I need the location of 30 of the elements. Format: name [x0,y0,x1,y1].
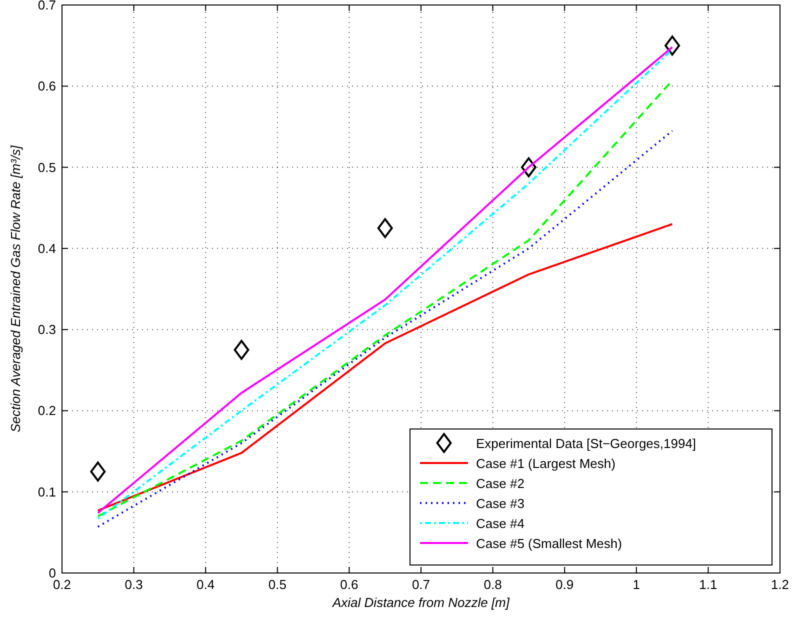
point [520,157,536,178]
y-axis-title: Section Averaged Entrained Gas Flow Rate [m³/s] [8,145,23,432]
x-tick-label: 0.6 [340,577,358,592]
legend-label: Experimental Data [St−Georges,1994] [476,436,696,451]
point [664,36,680,56]
y-tick-label: 0.1 [38,484,56,500]
x-tick-label: 0.7 [412,577,430,592]
y-tick-label: 0.2 [38,403,56,418]
legend-label: Case #1 (Largest Mesh) [476,456,616,471]
y-tick-label: 0.3 [38,322,56,338]
point [90,462,106,482]
x-tick-label: 0.3 [124,577,143,592]
y-tick-label: 0.6 [38,78,56,94]
point [377,218,393,238]
legend-label: Case #4 [476,516,524,531]
x-tick-label: 0.9 [556,577,574,592]
x-tick-label: 0.5 [268,577,286,592]
y-tick-label: 0.4 [38,240,56,256]
y-tick-label: 0.5 [38,160,56,175]
x-tick-label: 0.4 [196,577,215,592]
legend-label: Case #2 [476,476,524,491]
y-tick-label: 0.7 [38,0,56,12]
x-tick-label: 1.1 [699,577,718,592]
legend-label: Case #3 [476,496,524,511]
x-tick-label: 1.2 [770,577,790,592]
point [234,340,250,360]
x-axis-title: Axial Distance from Nozzle [m] [332,595,510,610]
x-tick-label: 0.8 [484,577,502,592]
legend-label: Case #5 (Smallest Mesh) [476,536,622,551]
x-tick-label: 1 [632,577,640,592]
